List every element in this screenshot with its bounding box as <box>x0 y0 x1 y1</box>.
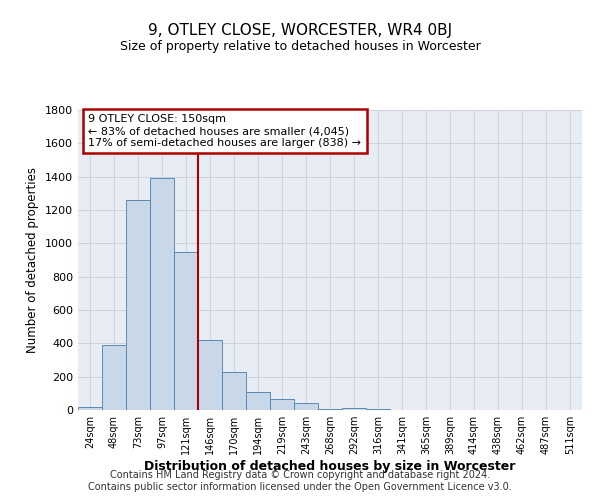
Bar <box>342 408 366 410</box>
Bar <box>366 409 390 410</box>
Bar <box>174 252 198 410</box>
Bar <box>270 399 294 410</box>
Bar <box>102 345 126 410</box>
Bar <box>126 200 150 410</box>
Text: Size of property relative to detached houses in Worcester: Size of property relative to detached ho… <box>119 40 481 53</box>
Text: 9 OTLEY CLOSE: 150sqm
← 83% of detached houses are smaller (4,045)
17% of semi-d: 9 OTLEY CLOSE: 150sqm ← 83% of detached … <box>88 114 361 148</box>
Bar <box>78 406 102 410</box>
Text: Contains public sector information licensed under the Open Government Licence v3: Contains public sector information licen… <box>88 482 512 492</box>
X-axis label: Distribution of detached houses by size in Worcester: Distribution of detached houses by size … <box>145 460 515 473</box>
Bar <box>198 340 222 410</box>
Bar <box>294 404 318 410</box>
Bar <box>222 372 246 410</box>
Bar <box>318 409 342 410</box>
Y-axis label: Number of detached properties: Number of detached properties <box>26 167 40 353</box>
Bar <box>150 178 174 410</box>
Bar <box>246 392 270 410</box>
Text: Contains HM Land Registry data © Crown copyright and database right 2024.: Contains HM Land Registry data © Crown c… <box>110 470 490 480</box>
Text: 9, OTLEY CLOSE, WORCESTER, WR4 0BJ: 9, OTLEY CLOSE, WORCESTER, WR4 0BJ <box>148 22 452 38</box>
